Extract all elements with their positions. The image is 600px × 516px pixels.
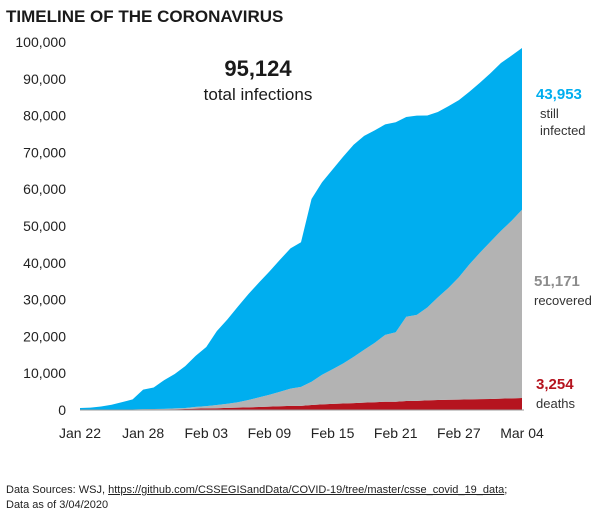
area-recovered — [80, 209, 522, 410]
deaths-value: 3,254 — [536, 376, 574, 393]
chart-title: TIMELINE OF THE CORONAVIRUS — [6, 7, 283, 26]
x-tick-label: Feb 09 — [248, 425, 292, 441]
y-tick-label: 0 — [58, 402, 66, 418]
area-layers — [80, 47, 522, 410]
y-tick-label: 20,000 — [23, 328, 66, 344]
y-tick-label: 30,000 — [23, 292, 66, 308]
still-infected-label-line1: still — [540, 106, 559, 121]
y-tick-label: 90,000 — [23, 71, 66, 87]
recovered-label: recovered — [534, 293, 592, 308]
x-tick-label: Jan 22 — [59, 425, 101, 441]
chart: TIMELINE OF THE CORONAVIRUS 0 10,000 20,00… — [6, 7, 592, 441]
x-tick-label: Mar 04 — [500, 425, 544, 441]
y-tick-label: 80,000 — [23, 108, 66, 124]
y-tick-label: 10,000 — [23, 365, 66, 381]
sources-suffix: ; — [504, 484, 508, 496]
x-tick-label: Feb 03 — [184, 425, 228, 441]
area-deaths — [80, 398, 522, 410]
y-tick-label: 100,000 — [15, 34, 66, 50]
still-infected-value: 43,953 — [536, 86, 582, 103]
y-tick-label: 40,000 — [23, 255, 66, 271]
still-infected-label-line2: infected — [540, 123, 586, 138]
x-tick-label: Feb 21 — [374, 425, 418, 441]
x-tick-label: Feb 27 — [437, 425, 481, 441]
sources-prefix: Data Sources: WSJ, — [6, 484, 109, 496]
data-as-of: Data as of 3/04/2020 — [6, 499, 109, 511]
x-axis-tick-labels: Jan 22 Jan 28 Feb 03 Feb 09 Feb 15 Feb 21 Feb … — [59, 425, 544, 441]
deaths-label: deaths — [536, 396, 576, 411]
data-sources: Data Sources: WSJ, https://github.com/CS… — [6, 484, 507, 496]
sources-link[interactable]: https://github.com/CSSEGISandData/COVID-… — [108, 484, 505, 496]
y-axis-tick-labels: 0 10,000 20,000 30,000 40,000 50,000 60,000 70,… — [15, 34, 66, 418]
total-infections-value: 95,124 — [224, 56, 292, 81]
x-tick-label: Feb 15 — [311, 425, 355, 441]
y-tick-label: 60,000 — [23, 181, 66, 197]
x-tick-label: Jan 28 — [122, 425, 164, 441]
area-still-infected — [80, 47, 522, 410]
y-tick-label: 70,000 — [23, 144, 66, 160]
recovered-value: 51,171 — [534, 273, 580, 290]
total-infections-label: total infections — [204, 85, 313, 104]
y-tick-label: 50,000 — [23, 218, 66, 234]
